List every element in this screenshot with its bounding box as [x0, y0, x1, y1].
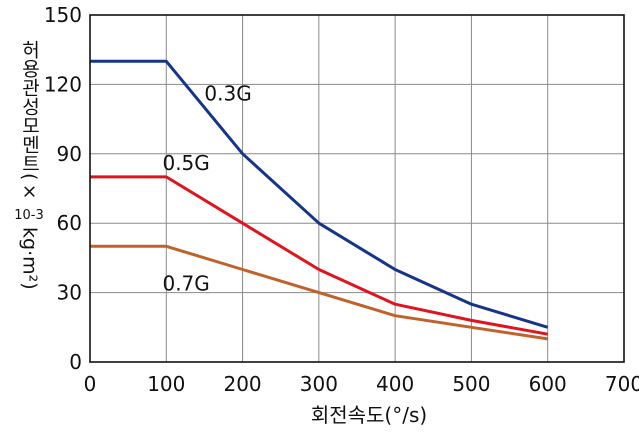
y-tick-label: 150	[44, 3, 82, 27]
x-tick-label: 600	[529, 372, 567, 396]
x-tick-label: 500	[452, 372, 490, 396]
series-line-0.5G	[90, 175, 548, 336]
y-axis-ticks: 0 30 60 90 120 150	[44, 3, 82, 374]
series-line-0.3G	[90, 59, 549, 329]
x-tick-label: 700	[605, 372, 639, 396]
x-tick-label: 200	[223, 372, 261, 396]
plot-frame	[89, 14, 625, 363]
series-label-0.7G: 0.7G	[162, 271, 209, 295]
y-axis-title: 허용관성모멘트(× 10-3 kg·m²)	[14, 40, 44, 385]
grid	[90, 15, 624, 362]
series-label-0.3G: 0.3G	[204, 82, 251, 106]
y-tick-label: 0	[69, 350, 82, 374]
x-tick-label: 300	[300, 372, 338, 396]
x-axis-title: 회전속도(°/s)	[311, 403, 427, 427]
series-labels: 0.3G 0.5G 0.7G	[162, 82, 251, 296]
y-axis-title-exponent: 10-3	[14, 208, 44, 224]
series-line-0.7G	[90, 244, 548, 341]
y-tick-label: 120	[44, 72, 82, 96]
series-label-0.5G: 0.5G	[162, 151, 209, 175]
y-tick-label: 60	[57, 211, 82, 235]
x-axis-ticks: 0 100 200 300 400 500 600 700	[84, 372, 639, 396]
y-tick-label: 90	[57, 142, 82, 166]
y-tick-label: 30	[57, 281, 82, 305]
y-axis-title-text: 허용관성모멘트(×	[18, 40, 41, 203]
series-lines	[90, 59, 549, 341]
y-axis-title-unit: kg·m²)	[18, 227, 41, 291]
x-tick-label: 400	[376, 372, 414, 396]
x-tick-label: 100	[147, 372, 185, 396]
x-tick-label: 0	[84, 372, 97, 396]
